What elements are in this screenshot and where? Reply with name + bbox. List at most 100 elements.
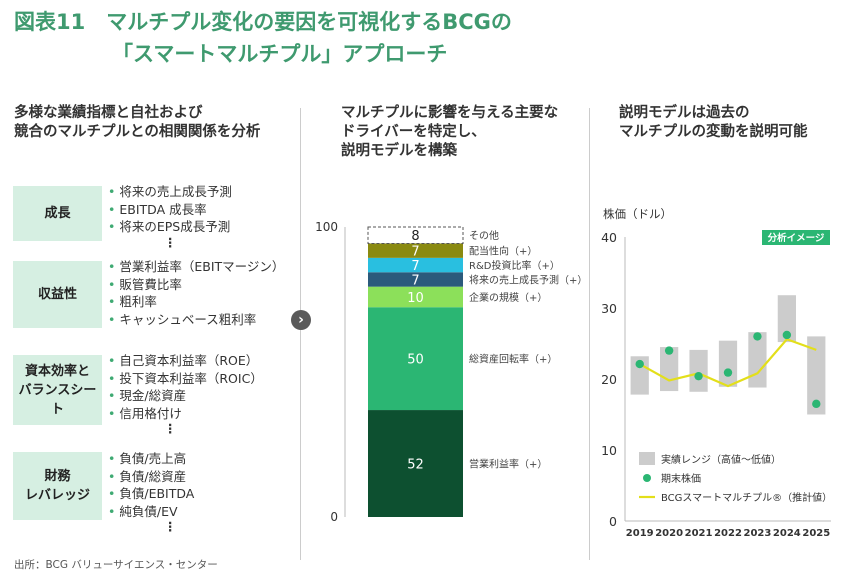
- bullet-icon: •: [108, 405, 116, 421]
- list-item: • 現金/総資産: [108, 388, 187, 403]
- bullet-icon: •: [108, 201, 116, 217]
- category-growth: 成長: [13, 186, 102, 241]
- more-icon: ⋮: [164, 234, 177, 250]
- range-bar: [777, 295, 796, 343]
- segment-name-label: R&D投資比率（+）: [469, 259, 560, 272]
- close-price-point: [664, 346, 674, 355]
- close-price-point: [635, 359, 644, 369]
- more-icon: ⋮: [164, 421, 177, 436]
- bullet-icon: •: [108, 451, 116, 466]
- list-item: • キャッシュベース粗利率: [108, 311, 257, 327]
- divider-left: [300, 108, 301, 560]
- segment-value-label: 52: [407, 458, 424, 473]
- bullet-icon: •: [108, 184, 116, 199]
- category-profitability-list: • 営業利益率（EBITマージン） • 販管費比率 • 粗利率 • キャッシュベース粗利…: [108, 258, 284, 328]
- bar-segment: [368, 272, 463, 287]
- y-tick-label: 100: [315, 220, 338, 234]
- bullet-icon: •: [108, 294, 116, 309]
- category-capital-efficiency: 資本効率と バランスシート: [13, 355, 102, 425]
- segment-value-label: 8: [411, 229, 419, 244]
- bullet-icon: •: [108, 219, 116, 234]
- y-tick-label: 20: [601, 372, 617, 387]
- list-item: • 粗利率: [108, 294, 157, 309]
- category-capital-efficiency-list: • 自己資本利益率（ROE） • 投下資本利益率（ROIC） • 現金/総資産 • 信用…: [108, 352, 263, 436]
- bullet-icon: •: [108, 388, 116, 403]
- range-bar: [807, 336, 826, 415]
- list-item: • 負債/売上高: [108, 451, 187, 466]
- bullet-icon: •: [108, 370, 116, 386]
- left-column-heading: 多様な業績指標と自社および 競合のマルチプルとの相関関係を分析: [14, 105, 261, 140]
- analysis-badge: [762, 230, 830, 245]
- title-line-1: 図表11 マルチプル変化の要因を可視化するBCGの: [14, 10, 512, 34]
- x-tick-label: 2021: [685, 528, 713, 539]
- y-tick-label: 0: [330, 510, 338, 524]
- category-leverage-list: • 負債/売上高 • 負債/総資産 • 負債/EBITDA • 純負債/EV ⋮: [108, 450, 194, 534]
- bullet-icon: •: [108, 503, 116, 519]
- x-tick-label: 2025: [802, 528, 830, 539]
- x-tick-label: 2023: [744, 528, 772, 539]
- segment-name-label: 総資産回転率（+）: [469, 353, 557, 366]
- x-tick-label: 2024: [773, 528, 801, 539]
- y-tick-label: 40: [601, 230, 617, 245]
- title-line-2: 「スマートマルチプル」アプローチ: [112, 42, 448, 66]
- model-line: [639, 337, 817, 388]
- more-icon: ⋮: [164, 519, 177, 534]
- bullet-icon: •: [108, 468, 116, 484]
- close-price-point: [753, 332, 762, 341]
- x-tick-label: 2019: [626, 528, 654, 539]
- bar-segment: [368, 410, 463, 517]
- bar-segment: [368, 307, 463, 411]
- segment-value-label: 7: [411, 245, 419, 260]
- segment-name-label: 将来の売上成長予測（+）: [469, 273, 585, 286]
- list-item: • 自己資本利益率（ROE）: [108, 353, 259, 368]
- close-price-point: [694, 371, 703, 381]
- source-note: 出所：BCG バリューサイエンス・センター: [14, 559, 218, 571]
- category-growth-list: • 将来の売上成長予測 • EBITDA 成長率 • 将来のEPS成長予測 ⋮: [108, 183, 232, 250]
- x-tick-label: 2022: [714, 528, 742, 539]
- bar-segment: [368, 243, 463, 258]
- list-item: • 負債/EBITDA: [108, 486, 195, 501]
- segment-name-label: 企業の規模（+）: [469, 291, 547, 304]
- list-item: • 信用格付け: [108, 405, 182, 421]
- close-price-point: [723, 368, 733, 377]
- middle-column-heading: マルチプルに影響を与える主要な ドライバーを特定し、 説明モデルを構築: [341, 105, 559, 159]
- close-price-point: [812, 399, 821, 409]
- segment-name-label: 配当性向（+）: [469, 245, 537, 258]
- y-tick-label: 30: [601, 301, 617, 316]
- divider-right: [589, 108, 590, 560]
- bullet-icon: •: [108, 259, 116, 274]
- list-item: • EBITDA 成長率: [108, 201, 207, 217]
- bullet-icon: •: [108, 276, 116, 292]
- list-item: • 投下資本利益率（ROIC）: [108, 370, 263, 386]
- segment-value-label: 7: [411, 273, 419, 288]
- legend-model-label: BCGスマートマルチプル®（推計値）: [661, 491, 832, 504]
- range-bar: [718, 340, 738, 387]
- list-item: • 販管費比率: [108, 276, 182, 292]
- page-title: 図表11 マルチプル変化の要因を可視化するBCGの 「スマートマルチプル」アプロ…: [14, 6, 512, 70]
- segment-value-label: 10: [407, 291, 424, 306]
- segment-name-label: 営業利益率（+）: [469, 458, 547, 471]
- bar-segment-other: [367, 226, 464, 244]
- arrow-right-icon: ›: [291, 310, 311, 330]
- close-price-point: [782, 330, 792, 340]
- bullet-icon: •: [108, 486, 116, 501]
- list-item: • 負債/総資産: [108, 468, 187, 484]
- legend-close-swatch: [643, 474, 651, 482]
- bullet-icon: •: [108, 353, 116, 368]
- legend-close-label: 期末株価: [661, 472, 701, 485]
- right-column-heading: 説明モデルは過去の マルチプルの変動を説明可能: [619, 105, 808, 140]
- bar-segment: [368, 286, 463, 308]
- range-bar: [748, 332, 767, 388]
- bullet-icon: •: [108, 311, 116, 327]
- analysis-badge-label: 分析イメージ: [768, 232, 825, 244]
- segment-value-label: 7: [411, 259, 419, 274]
- segment-name-label: その他: [469, 229, 499, 242]
- category-profitability: 収益性: [13, 261, 102, 328]
- y-tick-label: 10: [601, 443, 617, 458]
- x-tick-label: 2020: [655, 528, 683, 539]
- list-item: • 将来の売上成長予測: [108, 184, 232, 199]
- y-tick-label: 0: [609, 514, 617, 529]
- driver-stacked-bar-chart: 0 100 52 営業利益率（+） 50 総資産回転率（+） 10 企業の規模（+） 7 将来の売…: [315, 220, 585, 524]
- list-item: • 将来のEPS成長予測: [108, 219, 231, 234]
